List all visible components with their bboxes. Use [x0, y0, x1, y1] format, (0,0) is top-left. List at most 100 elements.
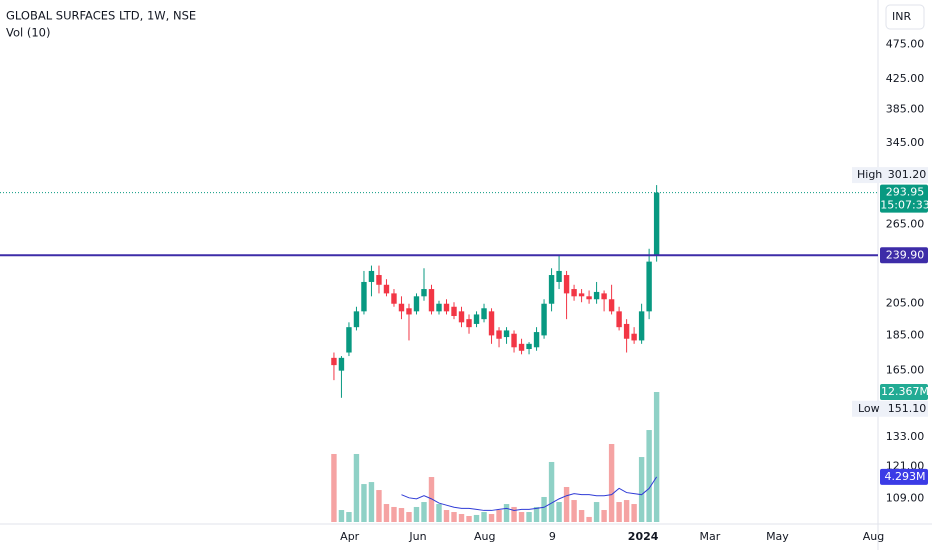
volume-badge-text: 12.367M	[881, 385, 929, 398]
indicator-legend: Vol (10)	[6, 26, 50, 40]
volume-bar	[533, 506, 540, 522]
y-tick-label: 385.00	[886, 102, 925, 115]
candle-body	[421, 289, 427, 297]
candle-body	[368, 270, 375, 282]
symbol-legend: GLOBAL SURFACES LTD, 1W, NSE	[6, 9, 196, 23]
volume-bar	[593, 502, 600, 522]
x-tick-label: Apr	[340, 530, 360, 543]
candle-body	[391, 293, 397, 304]
volume-bar	[406, 512, 412, 522]
candle-body	[646, 261, 652, 312]
volume-bar	[511, 506, 517, 522]
volume-bar	[631, 504, 637, 522]
volume-bar	[338, 510, 345, 522]
candle-body	[631, 333, 637, 341]
volume-bar	[383, 504, 390, 522]
volume-bar	[541, 496, 547, 522]
volume-bar	[391, 506, 397, 522]
candle-body	[653, 192, 660, 256]
candle-body	[353, 311, 360, 328]
volume-bar	[608, 444, 615, 522]
x-tick-label: May	[766, 530, 789, 543]
volume-bar	[646, 430, 652, 522]
y-tick-label: 133.00	[886, 430, 925, 443]
volume-bar	[331, 453, 337, 522]
high-value: 301.20	[888, 168, 927, 181]
volume-bar	[496, 510, 502, 522]
volume-bar	[548, 461, 555, 522]
candle-body	[361, 281, 367, 312]
hline-badge: 239.90	[880, 247, 928, 264]
candle-body	[466, 319, 472, 328]
x-tick-label: 9	[549, 530, 556, 543]
volume-bar	[526, 512, 532, 522]
candle-body	[376, 275, 382, 285]
x-tick-label: Jun	[408, 530, 426, 543]
candle-body	[608, 299, 615, 312]
volume-ma-line	[401, 476, 658, 511]
candle-body	[623, 323, 630, 339]
y-tick-label: 205.00	[886, 297, 925, 310]
currency-box[interactable]	[885, 4, 925, 30]
candle-body	[593, 291, 600, 300]
volume-bar	[653, 392, 660, 522]
last-price-badge-text: 293.95	[886, 186, 925, 199]
candle-body	[548, 275, 555, 304]
currency-label[interactable]: INR	[892, 10, 911, 23]
candle-body	[398, 303, 405, 312]
volume-bar	[481, 512, 487, 522]
candle-body	[331, 357, 337, 366]
volume-bar	[556, 502, 562, 522]
y-tick-label: 185.00	[886, 328, 925, 341]
volume-bar	[443, 510, 450, 522]
volume-bar	[421, 502, 427, 522]
candle-body	[428, 289, 435, 312]
candle-body	[556, 270, 562, 282]
volume-ma-badge-box	[880, 468, 928, 485]
currency-button[interactable]: INR	[885, 4, 925, 30]
low-box	[852, 400, 928, 417]
candle-body	[518, 343, 525, 351]
last-price-badge-box	[880, 184, 928, 213]
x-tick-label: Aug	[474, 530, 495, 543]
candle-body	[338, 357, 345, 371]
volume-badge: 12.367M	[880, 384, 929, 401]
low-name: Low	[858, 402, 880, 415]
volume-bar	[428, 477, 435, 522]
candle-body	[586, 296, 592, 300]
hline-badge-box	[880, 247, 928, 264]
low-value: 151.10	[888, 402, 927, 415]
volume-ma-badge: 4.293M	[880, 468, 928, 485]
volume-bar	[346, 512, 352, 522]
last-price-badge-text: 15:07:33	[880, 199, 929, 212]
candle-body	[511, 333, 517, 348]
y-tick-label: 109.00	[886, 491, 925, 504]
volume-bar	[451, 512, 457, 522]
y-tick-label: 475.00	[886, 38, 925, 51]
volume-bar	[488, 514, 495, 522]
volume-bar	[503, 504, 510, 522]
volume-bar	[586, 516, 592, 522]
candle-body	[503, 330, 510, 338]
high-name: High	[857, 168, 882, 181]
volume-bar	[353, 453, 360, 522]
candle-body	[413, 296, 420, 312]
x-tick-label: 2024	[628, 530, 659, 543]
volume-bar	[398, 508, 405, 522]
volume-bar	[518, 512, 525, 522]
candle-body	[496, 330, 502, 339]
candle-body	[601, 293, 607, 300]
y-tick-label: 165.00	[886, 364, 925, 377]
volume-bar	[413, 506, 420, 522]
candle-body	[458, 311, 465, 323]
volume-bar	[368, 482, 375, 522]
candle-body	[383, 284, 390, 294]
candle-body	[443, 303, 450, 312]
volume-ma-badge-text: 4.293M	[885, 470, 926, 483]
candle-body	[533, 332, 540, 348]
volume-bar	[473, 514, 480, 522]
volume-bar	[376, 490, 382, 522]
candle-body	[481, 308, 487, 320]
